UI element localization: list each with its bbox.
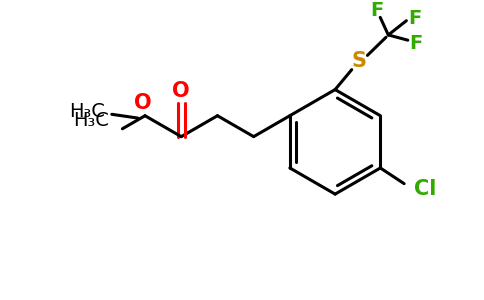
Text: H₃C: H₃C [69,102,105,122]
Text: H₃C: H₃C [74,111,109,130]
Text: Cl: Cl [414,179,436,200]
Text: S: S [351,51,366,71]
Text: F: F [408,9,421,28]
Text: O: O [172,81,190,101]
Text: O: O [134,93,151,113]
Text: F: F [409,34,423,53]
Text: F: F [370,1,383,20]
